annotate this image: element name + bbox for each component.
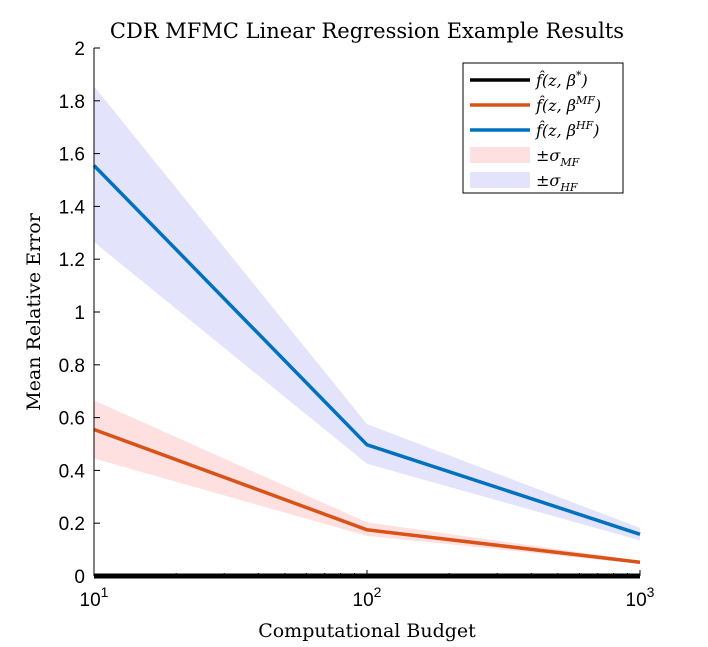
y-tick-label-4: 0.8 xyxy=(59,356,85,377)
x-tick-label-0: 101 xyxy=(80,584,109,611)
x-axis-label: Computational Budget xyxy=(258,620,476,642)
y-tick-label-7: 1.4 xyxy=(59,197,86,218)
legend-label-2: f̂(z, βHF) xyxy=(535,119,600,140)
band-1 xyxy=(94,86,640,541)
y-tick-label-0: 0 xyxy=(74,567,85,588)
y-tick-label-3: 0.6 xyxy=(59,409,85,430)
y-tick-label-10: 2 xyxy=(74,39,85,60)
y-tick-label-9: 1.8 xyxy=(59,92,85,113)
y-axis-label: Mean Relative Error xyxy=(23,212,45,410)
legend: f̂(z, β*) f̂(z, βMF) f̂(z, βHF) ±σMF±σHF xyxy=(462,62,624,194)
legend-items: f̂(z, β*) f̂(z, βMF) f̂(z, βHF) ±σMF±σHF xyxy=(470,69,601,194)
x-tick-label-1: 102 xyxy=(353,584,382,611)
axes: 0 0.2 0.4 0.6 0.8 1 1.2 1.4 1.6 1.8 2 101 102 103 xyxy=(59,39,655,611)
legend-label-1: f̂(z, βMF) xyxy=(535,94,601,115)
y-ticks: 0 0.2 0.4 0.6 0.8 1 1.2 1.4 1.6 1.8 2 xyxy=(59,39,100,588)
x-tick-label-2: 103 xyxy=(626,584,655,611)
x-ticks: 101 102 103 xyxy=(80,570,655,611)
legend-label-0: f̂(z, β*) xyxy=(535,69,588,90)
legend-box xyxy=(462,62,624,194)
legend-swatch-3 xyxy=(470,147,530,163)
chart-title: CDR MFMC Linear Regression Example Resul… xyxy=(110,19,624,43)
y-tick-label-5: 1 xyxy=(74,303,85,324)
legend-label-3: ±σMF xyxy=(536,146,580,169)
y-tick-label-8: 1.6 xyxy=(59,145,85,166)
legend-swatch-4 xyxy=(470,172,530,188)
y-tick-label-6: 1.2 xyxy=(59,250,85,271)
legend-label-4: ±σHF xyxy=(536,171,578,194)
y-tick-label-1: 0.2 xyxy=(59,514,85,535)
y-tick-label-2: 0.4 xyxy=(59,461,86,482)
